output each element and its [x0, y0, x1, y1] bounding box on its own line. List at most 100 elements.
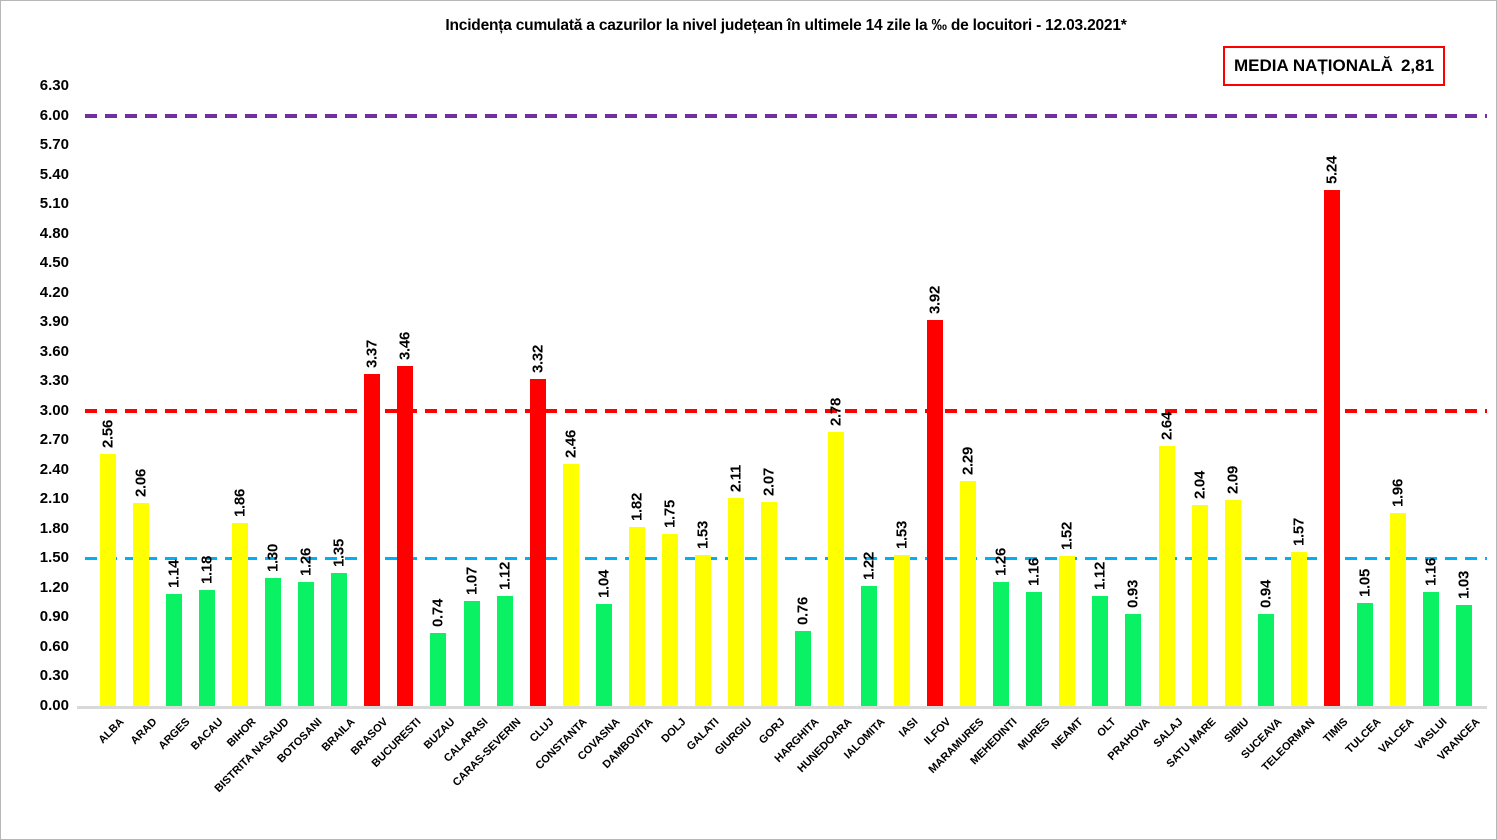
bar-valcea: [1390, 513, 1407, 706]
bar-column-constanta: 2.46: [554, 86, 587, 706]
chart-title: Incidența cumulată a cazurilor la nivel …: [445, 17, 1127, 34]
bar-value-bihor: 1.86: [231, 488, 249, 517]
bar-column-bacau: 1.18: [190, 86, 223, 706]
bar-value-cluj: 3.32: [529, 345, 547, 374]
bar-value-alba: 2.56: [99, 420, 117, 449]
y-tick-5.40: 5.40: [39, 165, 69, 183]
bar-column-salaj: 2.64: [1150, 86, 1183, 706]
bar-value-valcea: 1.96: [1389, 479, 1407, 508]
national-average-label: MEDIA NAȚIONALĂ: [1233, 56, 1393, 75]
bar-harghita: [794, 631, 811, 706]
bar-caras-severin: [496, 595, 513, 706]
bar-value-tulcea: 1.05: [1356, 568, 1374, 597]
bar-column-suceava: 0.94: [1249, 86, 1282, 706]
bar-value-botosani: 1.26: [297, 548, 315, 576]
bar-value-timis: 5.24: [1323, 156, 1341, 185]
bar-value-ialomita: 1.22: [860, 551, 878, 580]
bar-column-olt: 1.12: [1084, 86, 1117, 706]
bar-value-prahova: 0.93: [1124, 580, 1142, 609]
bar-constanta: [562, 463, 579, 706]
bar-value-hunedoara: 2.78: [827, 398, 845, 427]
bar-giurgiu: [728, 498, 745, 706]
bar-value-satu-mare: 2.04: [1191, 471, 1209, 500]
y-tick-5.10: 5.10: [39, 195, 69, 213]
bar-value-galati: 1.53: [694, 521, 712, 550]
y-tick-4.50: 4.50: [39, 254, 69, 272]
plot-area: 2.56 2.06 1.14 1.18 1.86 1.30 1.26 1.35 3.37 3.46…: [77, 86, 1487, 795]
bar-galati: [695, 555, 712, 706]
bar-arges: [165, 593, 182, 706]
bar-column-vrancea: 1.03: [1448, 86, 1481, 706]
y-axis: 6.30 6.00 5.70 5.40 5.10 4.80 4.50 4.20 3.90 3.60…: [1, 1, 81, 839]
bar-teleorman: [1290, 551, 1307, 706]
bar-column-iasi: 1.53: [885, 86, 918, 706]
bar-bihor: [231, 522, 248, 706]
bar-gorj: [761, 502, 778, 706]
bar-column-dolj: 1.75: [654, 86, 687, 706]
y-tick-0.30: 0.30: [39, 667, 69, 685]
bar-hunedoara: [827, 432, 844, 706]
bar-column-hunedoara: 2.78: [819, 86, 852, 706]
bar-column-arad: 2.06: [124, 86, 157, 706]
bar-column-cluj: 3.32: [521, 86, 554, 706]
bar-value-suceava: 0.94: [1257, 579, 1275, 608]
y-tick-1.20: 1.20: [39, 578, 69, 596]
bar-column-maramures: 2.29: [951, 86, 984, 706]
bar-column-teleorman: 1.57: [1282, 86, 1315, 706]
national-average-value: 2,81: [1400, 56, 1435, 75]
bar-value-neamt: 1.52: [1058, 522, 1076, 551]
bar-calarasi: [463, 600, 480, 706]
bar-column-buzau: 0.74: [422, 86, 455, 706]
y-tick-6.30: 6.30: [39, 77, 69, 94]
bar-ilfov: [926, 320, 943, 706]
bar-arad: [132, 503, 149, 706]
bar-value-teleorman: 1.57: [1290, 517, 1308, 546]
bar-column-mehedinti: 1.26: [985, 86, 1018, 706]
x-axis-line: [77, 706, 1487, 709]
bar-vaslui: [1423, 591, 1440, 706]
bar-value-gorj: 2.07: [760, 468, 778, 497]
bar-value-brasov: 3.37: [363, 340, 381, 369]
bar-value-mehedinti: 1.26: [992, 548, 1010, 576]
bar-value-bacau: 1.18: [198, 555, 216, 584]
bar-column-ialomita: 1.22: [852, 86, 885, 706]
bar-column-covasna: 1.04: [587, 86, 620, 706]
bar-value-braila: 1.35: [330, 539, 348, 568]
bar-column-valcea: 1.96: [1382, 86, 1415, 706]
y-tick-4.80: 4.80: [39, 224, 69, 242]
y-tick-0.90: 0.90: [39, 608, 69, 626]
y-tick-1.50: 1.50: [39, 549, 69, 567]
bar-mehedinti: [993, 582, 1010, 706]
bars-group: 2.56 2.06 1.14 1.18 1.86 1.30 1.26 1.35 3.37 3.46…: [91, 86, 1481, 706]
national-average-box: MEDIA NAȚIONALĂ 2,81: [1223, 46, 1445, 86]
bar-column-timis: 5.24: [1315, 86, 1348, 706]
y-tick-2.40: 2.40: [39, 460, 69, 478]
bar-column-satu-mare: 2.04: [1183, 86, 1216, 706]
bar-cluj: [529, 379, 546, 706]
bar-value-maramures: 2.29: [959, 446, 977, 475]
bar-value-giurgiu: 2.11: [727, 465, 745, 493]
bar-column-calarasi: 1.07: [455, 86, 488, 706]
bar-column-neamt: 1.52: [1051, 86, 1084, 706]
y-tick-1.80: 1.80: [39, 519, 69, 537]
reference-line-threshold-6: [85, 113, 1487, 118]
y-tick-0.00: 0.00: [39, 697, 69, 714]
bar-column-gorj: 2.07: [753, 86, 786, 706]
bar-column-alba: 2.56: [91, 86, 124, 706]
y-tick-3.30: 3.30: [39, 372, 69, 390]
y-tick-2.10: 2.10: [39, 490, 69, 508]
bar-value-harghita: 0.76: [794, 597, 812, 626]
y-tick-6.00: 6.00: [39, 106, 69, 124]
bar-column-bihor: 1.86: [223, 86, 256, 706]
bar-sibiu: [1224, 500, 1241, 706]
bar-value-constanta: 2.46: [562, 429, 580, 458]
bar-value-dolj: 1.75: [661, 499, 679, 528]
bar-value-iasi: 1.53: [893, 521, 911, 550]
bar-column-brasov: 3.37: [356, 86, 389, 706]
bar-value-salaj: 2.64: [1158, 412, 1176, 441]
bar-olt: [1092, 595, 1109, 706]
bar-vrancea: [1456, 604, 1473, 706]
bar-timis: [1324, 190, 1341, 706]
bar-braila: [331, 573, 348, 706]
